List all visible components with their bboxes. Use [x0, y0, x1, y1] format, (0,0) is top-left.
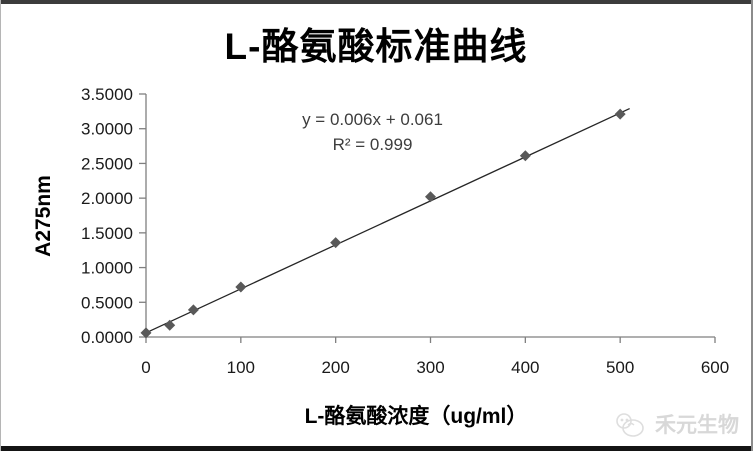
y-tick-label: 2.5000 — [81, 154, 133, 173]
data-point-marker — [425, 191, 436, 203]
x-tick-label: 600 — [701, 358, 729, 377]
bottom-border-bar — [1, 446, 751, 451]
trendline-equation: y = 0.006x + 0.061 R² = 0.999 — [265, 108, 480, 157]
y-tick-label: 0.5000 — [81, 293, 133, 312]
y-tick-label: 1.0000 — [81, 259, 133, 278]
chart-title: L-酪氨酸标准曲线 — [224, 26, 528, 67]
x-tick-label: 200 — [321, 358, 349, 377]
x-axis-title: L-酪氨酸浓度（ug/ml） — [304, 405, 528, 428]
x-tick-label: 500 — [606, 358, 634, 377]
y-tick-label: 0.0000 — [81, 328, 133, 347]
x-tick-label: 300 — [416, 358, 444, 377]
data-point-marker — [187, 304, 199, 316]
data-point-marker — [164, 319, 176, 331]
top-border-bar — [1, 0, 751, 4]
y-tick-label: 3.5000 — [81, 85, 133, 104]
r-squared-text: R² = 0.999 — [332, 134, 413, 154]
trendline — [145, 107, 630, 334]
watermark-text: 禾元生物 — [655, 414, 739, 437]
data-point-marker — [519, 150, 531, 162]
y-tick-label: 1.5000 — [81, 224, 133, 243]
data-point-marker — [235, 281, 247, 293]
company-logo-icon — [612, 410, 648, 438]
data-point-marker — [140, 327, 152, 339]
x-tick-label: 100 — [227, 358, 255, 377]
data-point-marker — [330, 237, 342, 249]
data-point-marker — [614, 108, 626, 120]
y-tick-label: 2.0000 — [81, 189, 133, 208]
x-tick-label: 400 — [511, 358, 539, 377]
y-tick-label: 3.0000 — [81, 120, 133, 139]
watermark: 禾元生物 — [612, 409, 739, 439]
equation-text: y = 0.006x + 0.061 — [302, 110, 443, 129]
x-tick-label: 0 — [141, 358, 150, 377]
